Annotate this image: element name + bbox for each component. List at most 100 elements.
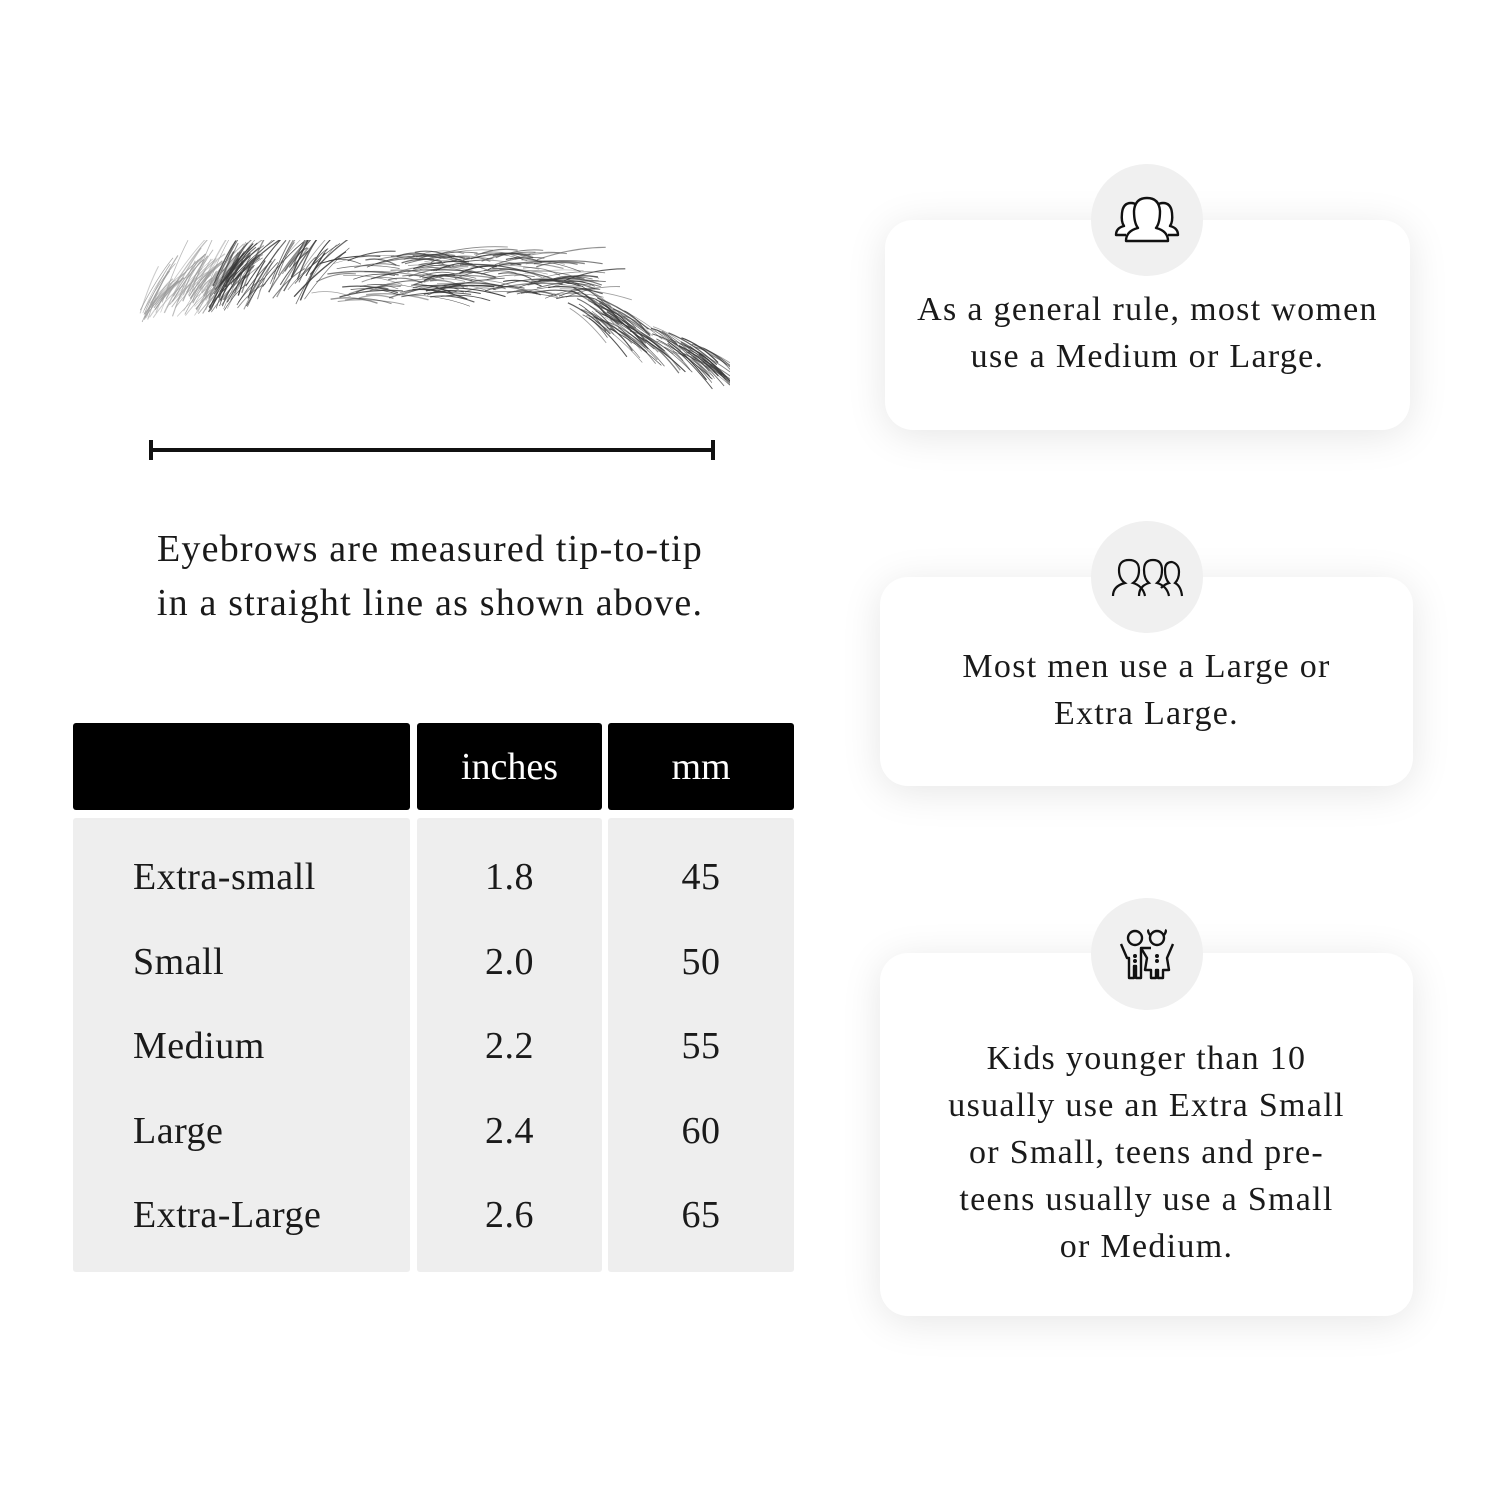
cell-size: Medium <box>133 1025 265 1067</box>
eyebrow-hair <box>668 332 718 366</box>
eyebrow-hair <box>553 277 603 286</box>
card-kids-text: Kids younger than 10 usually use an Extr… <box>948 1040 1345 1265</box>
eyebrow-hair <box>492 252 534 259</box>
eyebrow-hair <box>533 260 603 265</box>
cell-inches: 2.2 <box>485 1025 534 1067</box>
eyebrow-hair <box>353 273 395 280</box>
eyebrow-hair <box>272 268 306 299</box>
eyebrow-hair <box>204 270 217 300</box>
eyebrow-hair <box>298 256 317 283</box>
eyebrow-hair <box>586 315 617 333</box>
eyebrow-hair <box>201 243 245 294</box>
eyebrow-hair <box>305 240 331 277</box>
eyebrow-hair <box>691 343 730 366</box>
eyebrow-hair <box>549 276 593 282</box>
cell-mm: 55 <box>681 1025 721 1067</box>
eyebrow-hair <box>657 329 712 379</box>
eyebrow-hair <box>407 295 470 307</box>
column-inches <box>417 818 602 1272</box>
eyebrow-hair <box>640 331 693 373</box>
eyebrow-hair <box>284 247 308 272</box>
eyebrow-hair <box>683 353 711 377</box>
caption-line-1: Eyebrows are measured tip-to-tip <box>157 528 703 570</box>
eyebrow-hair <box>423 278 466 283</box>
cell-mm: 50 <box>681 941 721 983</box>
eyebrow-hair <box>165 240 208 300</box>
eyebrow-hair <box>262 241 304 288</box>
eyebrow-hair <box>646 335 681 371</box>
eyebrow-hair <box>617 327 657 364</box>
eyebrow-hair <box>361 276 398 283</box>
eyebrow-hair <box>152 285 184 318</box>
eyebrow-hair <box>680 341 728 378</box>
eyebrow-hair <box>143 255 179 320</box>
eyebrow-hair <box>675 349 730 386</box>
eyebrow-hair <box>288 240 312 268</box>
eyebrow-hair <box>153 253 206 309</box>
eyebrow-hair <box>143 263 171 315</box>
eyebrow-hair <box>355 286 389 294</box>
eyebrow-hair <box>343 275 403 285</box>
eyebrow-hair <box>237 265 252 296</box>
eyebrow-hair <box>176 278 223 317</box>
eyebrow-hair <box>302 240 326 270</box>
eyebrow-hair <box>223 282 249 311</box>
cell-inches: 2.0 <box>485 941 534 983</box>
eyebrow-hair <box>246 258 276 307</box>
card-kids: Kids younger than 10 usually use an Extr… <box>880 953 1413 1316</box>
eyebrow-hair <box>602 311 647 344</box>
eyebrow-hair <box>689 345 730 386</box>
eyebrow-hair <box>589 305 646 349</box>
eyebrow-hair <box>182 259 199 296</box>
eyebrow-hair <box>679 352 713 383</box>
eyebrow-hair <box>464 287 496 293</box>
eyebrow-hair <box>370 269 440 280</box>
eyebrow-hair <box>536 246 606 261</box>
eyebrow-hair <box>330 297 378 304</box>
eyebrow-hair <box>558 288 601 297</box>
eyebrow-hair <box>436 283 491 293</box>
eyebrow-hair <box>294 243 341 284</box>
men-group-icon <box>1091 521 1203 633</box>
eyebrow-hair <box>139 265 159 314</box>
eyebrow-hair <box>290 240 309 278</box>
eyebrow-hair <box>421 250 465 255</box>
eyebrow-hair <box>347 250 396 262</box>
eyebrow-hair <box>267 240 309 293</box>
eyebrow-hair <box>154 277 185 310</box>
eyebrow-hair <box>339 289 403 298</box>
eyebrow-hair <box>316 273 356 283</box>
eyebrow-hair <box>273 240 296 280</box>
eyebrow-hair <box>194 258 251 307</box>
eyebrow-hair <box>564 275 600 281</box>
eyebrow-hair <box>342 285 398 294</box>
cell-inches: 2.4 <box>485 1110 534 1152</box>
eyebrow-hair <box>418 284 468 289</box>
eyebrow-hair <box>358 294 394 300</box>
eyebrow-hair <box>430 256 463 263</box>
eyebrow-hair <box>542 271 606 278</box>
eyebrow-hair <box>226 264 255 303</box>
eyebrow-hair <box>221 272 242 307</box>
eyebrow-hair <box>581 292 615 324</box>
eyebrow-hair <box>692 345 730 368</box>
kids-icon <box>1091 898 1203 1010</box>
eyebrow-hair <box>705 364 730 384</box>
eyebrow-hair <box>283 240 318 292</box>
eyebrow-hair <box>183 274 212 312</box>
cell-size: Large <box>133 1110 224 1152</box>
eyebrow-hair <box>424 259 467 266</box>
eyebrow-hair <box>600 306 651 335</box>
eyebrow-hair <box>672 350 714 378</box>
eyebrow-hair <box>678 345 719 377</box>
eyebrow-hair <box>337 299 405 305</box>
eyebrow-hair <box>245 240 282 287</box>
eyebrow-hair <box>669 338 730 373</box>
eyebrow-hair <box>686 349 713 369</box>
eyebrow-hair <box>407 264 481 274</box>
eyebrow-hair <box>708 353 730 368</box>
eyebrow-hair <box>277 242 295 276</box>
eyebrow-hair <box>139 257 174 311</box>
eyebrow-hair <box>390 269 445 280</box>
eyebrow-hair <box>359 284 399 290</box>
